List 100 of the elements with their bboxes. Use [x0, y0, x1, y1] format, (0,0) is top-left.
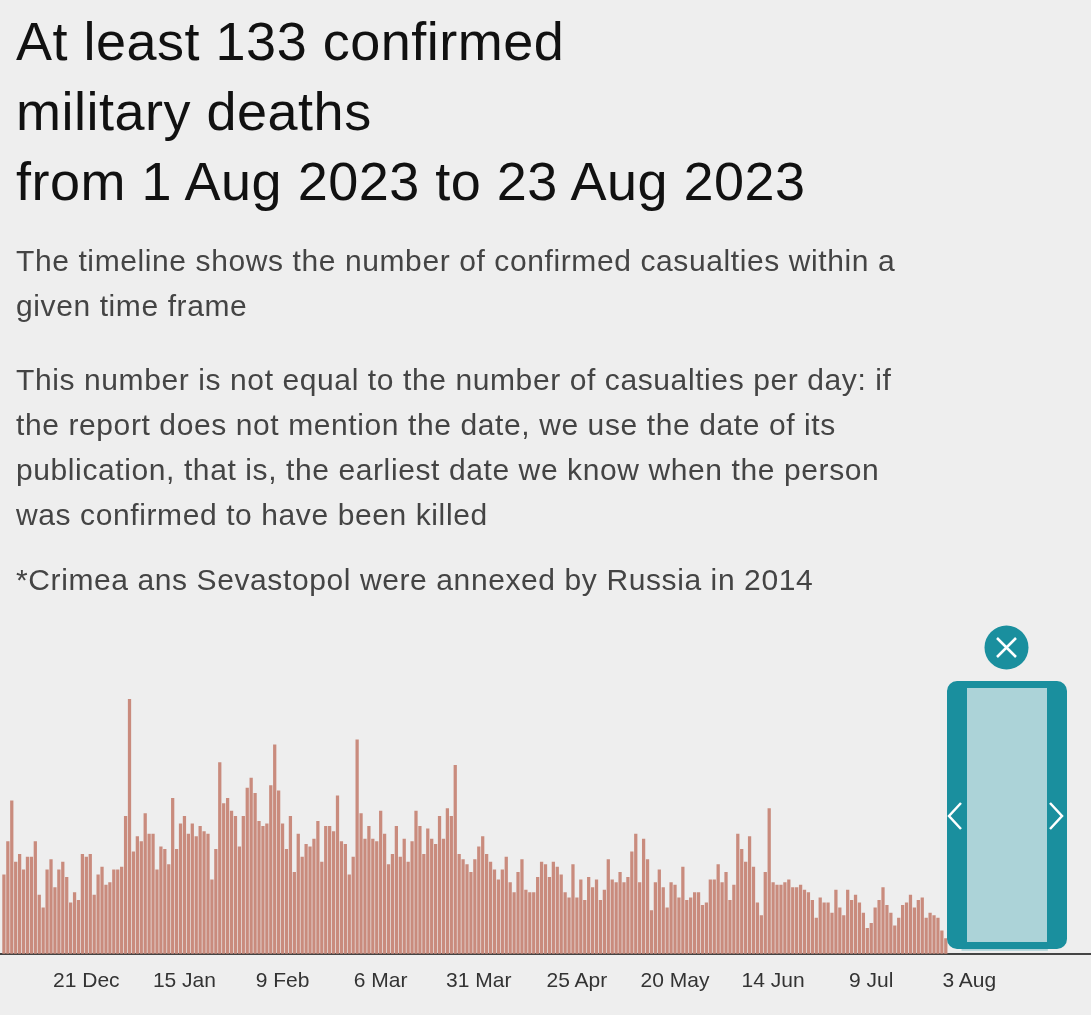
bar — [520, 859, 524, 954]
bar — [127, 699, 132, 954]
bar — [116, 869, 120, 954]
bar — [932, 915, 936, 954]
bar — [453, 764, 457, 954]
bar — [579, 879, 583, 954]
bar — [795, 887, 799, 954]
bar — [25, 856, 30, 954]
bar — [571, 864, 575, 954]
bar — [555, 866, 559, 954]
bar — [846, 889, 850, 954]
bar — [767, 808, 771, 954]
bar — [504, 856, 508, 954]
bar — [151, 833, 155, 954]
bar — [696, 892, 701, 954]
x-tick-label: 9 Jul — [849, 968, 894, 992]
bar — [324, 826, 328, 954]
bar — [49, 859, 53, 954]
bar — [528, 892, 532, 954]
text: This number is not equal to the number of casualties per day: if the report does not mention the date, we use the date of its publication, that is, the earliest date we know when the person was confirmed to have been killed — [16, 362, 893, 533]
bar — [182, 815, 187, 954]
x-tick-label: 14 Jun — [741, 968, 805, 992]
bar — [834, 889, 838, 954]
bar — [936, 917, 940, 954]
bar — [343, 843, 347, 954]
bar — [61, 861, 65, 954]
bar — [72, 892, 77, 954]
bar — [787, 879, 791, 954]
bar — [724, 871, 728, 954]
bar — [594, 879, 599, 954]
bar — [190, 823, 194, 954]
bar — [135, 836, 139, 954]
bar — [100, 866, 104, 954]
bar — [249, 777, 253, 954]
x-tick-label: 9 Feb — [255, 968, 310, 992]
bar — [80, 854, 85, 954]
bar — [798, 884, 803, 954]
bar — [159, 846, 163, 954]
bar — [539, 861, 544, 954]
bar — [551, 861, 555, 954]
bar — [273, 744, 277, 954]
bar — [316, 820, 320, 954]
bar — [198, 826, 202, 954]
bar — [206, 833, 210, 954]
bar — [296, 833, 300, 954]
bar — [673, 884, 677, 954]
bar — [779, 884, 783, 954]
x-tick-label: 20 May — [640, 968, 710, 992]
bar — [641, 838, 646, 954]
bar — [445, 808, 450, 954]
bar — [657, 869, 661, 954]
bar — [818, 897, 822, 954]
bar — [681, 866, 685, 954]
bar — [163, 849, 167, 954]
bar — [481, 836, 485, 954]
bar — [618, 871, 622, 954]
bar — [806, 892, 811, 954]
bar — [304, 843, 308, 954]
bar — [708, 879, 712, 954]
bar — [634, 833, 638, 954]
bar — [414, 810, 418, 954]
bar — [693, 892, 697, 954]
bar — [402, 838, 406, 954]
bar — [33, 841, 37, 954]
bar — [747, 836, 752, 954]
bar — [908, 894, 913, 954]
bar — [669, 882, 673, 954]
bar — [543, 864, 548, 954]
bar — [826, 902, 830, 954]
text: *Crimea ans Sevastopol were annexed by Russia in 2014 — [16, 562, 815, 598]
bar — [367, 826, 371, 954]
x-tick-label: 31 Mar — [446, 968, 512, 992]
bar — [171, 798, 175, 954]
bar — [225, 798, 230, 954]
bar — [606, 859, 610, 954]
bar — [218, 762, 222, 954]
x-tick-label: 21 Dec — [53, 968, 120, 992]
x-tick-label: 15 Jan — [152, 968, 216, 992]
bar — [736, 833, 740, 954]
chart-title: At least 133 confirmed military deaths from 1 Aug 2023 to 23 Aug 2023 — [16, 10, 806, 213]
bar — [426, 828, 430, 954]
bar — [355, 739, 359, 954]
bar — [143, 813, 147, 954]
bar — [437, 815, 442, 954]
bar — [901, 905, 905, 954]
bar — [928, 912, 932, 954]
bar — [802, 889, 807, 954]
bar — [783, 882, 787, 954]
bar — [288, 815, 293, 954]
x-tick-label: 25 Apr — [546, 968, 608, 992]
bar — [716, 864, 720, 954]
bar — [775, 884, 779, 954]
bar — [112, 869, 116, 954]
bar — [335, 795, 340, 954]
chart-subtitle: The timeline shows the number of confirmed casualties within a given time frame — [16, 243, 897, 324]
x-tick-label: 6 Mar — [353, 968, 408, 992]
bar — [916, 899, 920, 954]
bar — [920, 897, 924, 954]
bar — [233, 815, 238, 954]
bar — [88, 854, 92, 954]
